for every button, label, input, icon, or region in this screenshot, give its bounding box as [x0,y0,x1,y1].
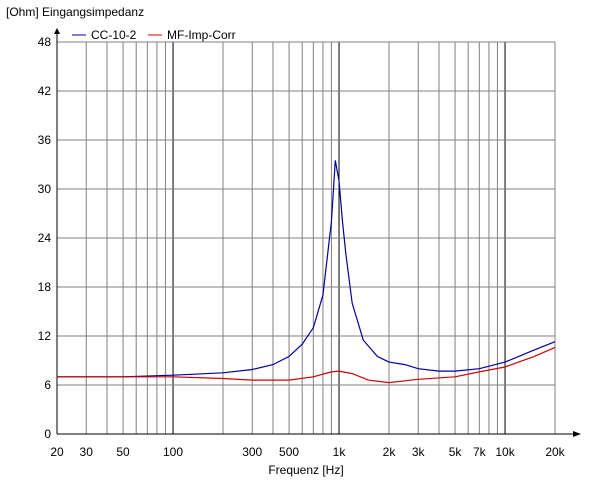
x-tick-label: 3k [412,445,426,459]
x-tick-label: 7k [473,445,487,459]
x-tick-label: 20k [545,445,565,459]
legend-label: MF-Imp-Corr [167,28,236,42]
y-tick-label: 30 [38,182,52,196]
series-line-1 [57,346,556,384]
x-axis-arrow [573,431,581,437]
x-tick-label: 300 [242,445,262,459]
y-axis-arrow [54,28,60,34]
x-tick-label: 5k [449,445,463,459]
x-tick-label: 500 [279,445,299,459]
y-tick-label: 48 [38,35,52,49]
y-tick-label: 36 [38,133,52,147]
x-tick-label: 10k [495,445,515,459]
x-tick-label: 30 [80,445,94,459]
y-tick-label: 6 [44,378,51,392]
legend: CC-10-2 MF-Imp-Corr [72,28,236,42]
x-axis-label: Frequenz [Hz] [268,463,343,477]
legend-label: CC-10-2 [91,28,137,42]
series-line-0 [57,160,556,378]
y-tick-label: 18 [38,280,52,294]
x-tick-label: 100 [163,445,183,459]
x-tick-label: 20 [50,445,64,459]
x-tick-label: 50 [116,445,130,459]
y-tick-label: 12 [38,329,52,343]
y-tick-label: 0 [44,427,51,441]
x-tick-label: 1k [333,445,347,459]
chart-title: [Ohm] Eingangsimpedanz [6,5,144,19]
y-tick-label: 24 [38,231,52,245]
x-tick-label: 2k [383,445,397,459]
y-tick-label: 42 [38,84,52,98]
